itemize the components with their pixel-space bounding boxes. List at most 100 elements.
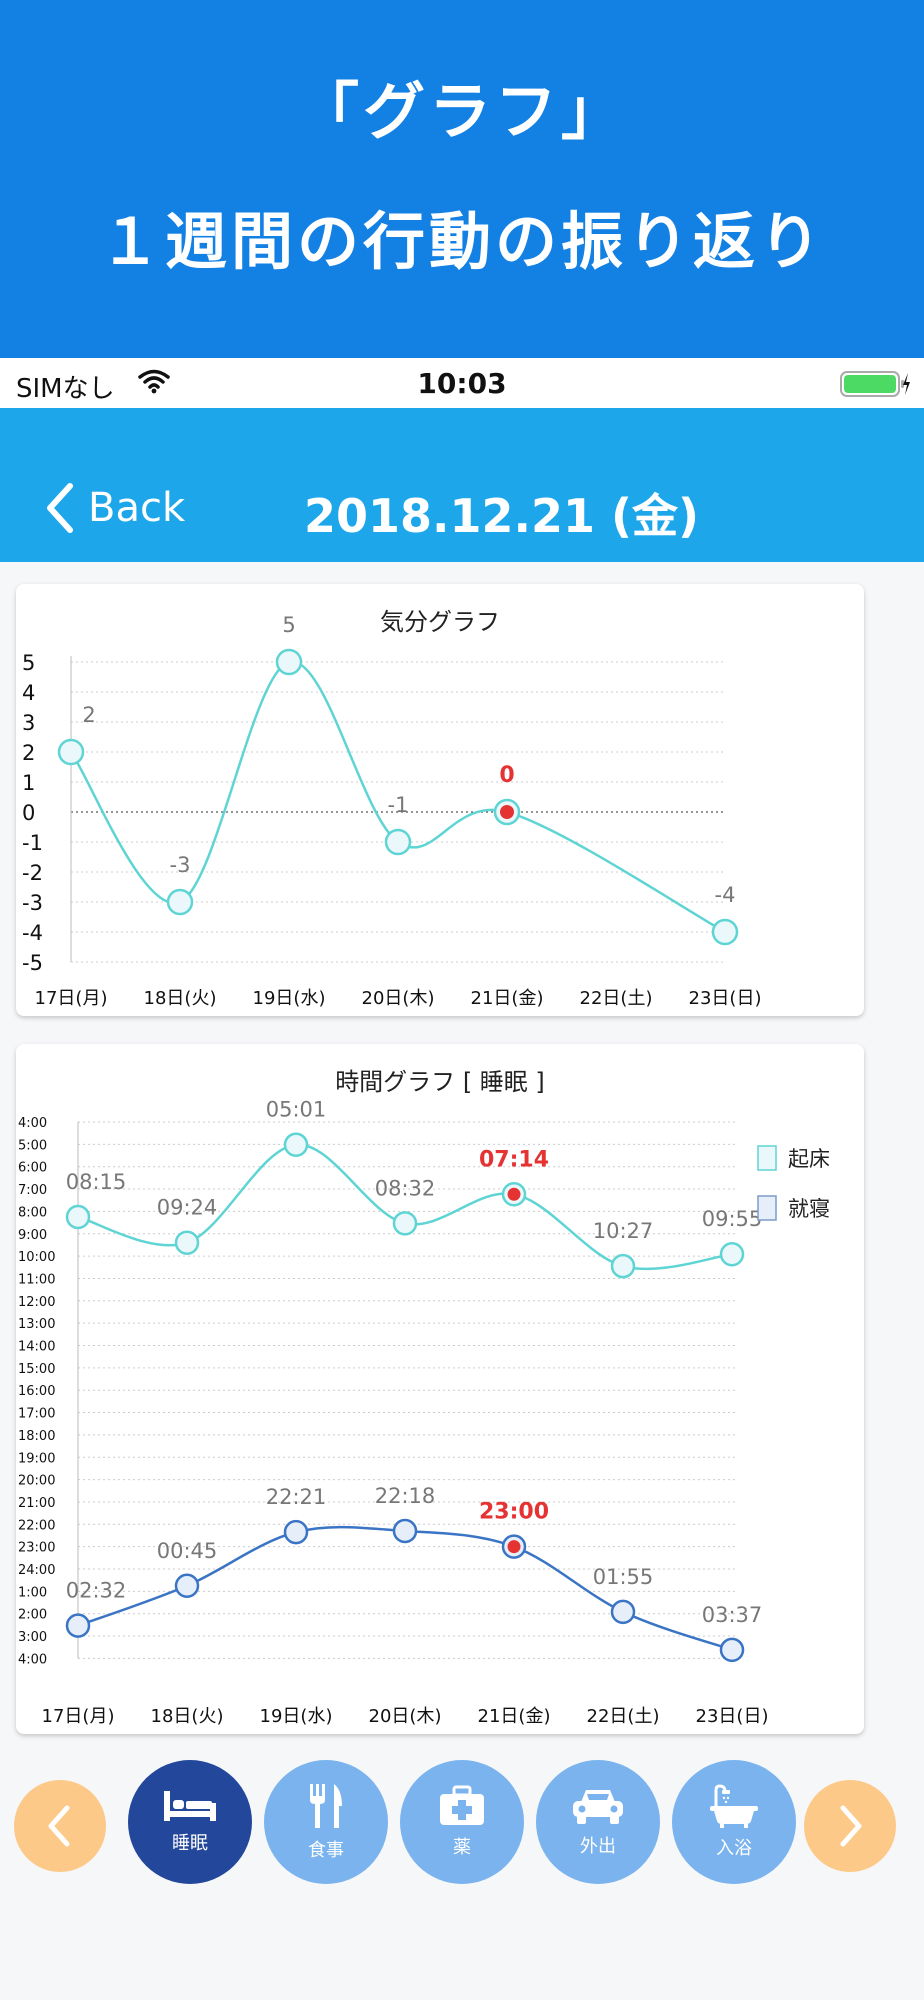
car-icon: [573, 1790, 623, 1824]
chevron-left-icon: [47, 483, 73, 533]
data-point: [283, 1519, 309, 1545]
y-tick-label: 8:00: [18, 1205, 47, 1220]
data-label: 09:24: [157, 1196, 218, 1220]
y-tick-label: 0: [22, 801, 35, 825]
data-label: -4: [715, 883, 736, 907]
y-tick-label: 7:00: [18, 1183, 47, 1198]
data-point-highlight: [507, 1540, 521, 1554]
x-tick-label: 17日(月): [42, 1706, 115, 1727]
sleep-chart: 時間グラフ [ 睡眠 ] 4:00 5:00 6:00 7:00 8:00 9:00 10:0…: [18, 1068, 830, 1727]
y-tick-label: 24:00: [18, 1563, 55, 1578]
data-point: [719, 1241, 745, 1267]
banner-subtitle: １週間の行動の振り返り: [98, 205, 825, 278]
x-tick-label: 22日(土): [580, 988, 653, 1009]
sleep-chart-card: 時間グラフ [ 睡眠 ] 4:00 5:00 6:00 7:00 8:00 9:00 10:0…: [16, 1044, 864, 1734]
back-label: Back: [88, 485, 186, 531]
y-tick-label: 22:00: [18, 1518, 55, 1533]
category-medicine-button[interactable]: 薬: [400, 1760, 524, 1884]
y-tick-label: 16:00: [18, 1384, 55, 1399]
data-point-highlight: [500, 805, 514, 819]
data-label: 23:00: [479, 1500, 549, 1525]
data-label: 01:55: [593, 1565, 654, 1589]
category-label: 外出: [580, 1836, 616, 1857]
data-label: 09:55: [702, 1207, 763, 1231]
y-tick-label: 9:00: [18, 1228, 47, 1243]
y-tick-label: 4: [22, 681, 35, 705]
data-label: 10:27: [593, 1219, 654, 1243]
data-label: 00:45: [157, 1539, 218, 1563]
data-point: [610, 1253, 636, 1279]
data-label: 08:32: [375, 1176, 436, 1200]
data-point: [57, 738, 85, 766]
y-tick-label: 17:00: [18, 1407, 55, 1422]
cutlery-icon: [310, 1784, 342, 1828]
back-button[interactable]: Back: [44, 482, 185, 534]
previous-button[interactable]: [14, 1780, 106, 1872]
category-toolbar: 睡眠 食事 薬 外出: [0, 1760, 924, 1890]
category-sleep-button[interactable]: 睡眠: [128, 1760, 252, 1884]
y-tick-label: -4: [22, 921, 43, 945]
data-label: 03:37: [702, 1603, 763, 1627]
first-aid-kit-icon: [440, 1785, 484, 1825]
chart-title: 時間グラフ [ 睡眠 ]: [335, 1068, 545, 1096]
data-point: [275, 648, 303, 676]
y-tick-label: 10:00: [18, 1250, 55, 1265]
y-tick-label: 21:00: [18, 1496, 55, 1511]
battery-icon: [840, 370, 910, 398]
data-label: 05:01: [266, 1098, 327, 1122]
data-point: [711, 918, 739, 946]
data-label: 2: [82, 703, 95, 727]
data-label: 07:14: [479, 1147, 549, 1172]
chart-title: 気分グラフ: [380, 608, 500, 636]
bathtub-icon: [710, 1784, 758, 1828]
x-tick-label: 20日(木): [369, 1706, 442, 1727]
navigation-bar: Back 2018.12.21 (金): [0, 408, 924, 562]
y-tick-label: 20:00: [18, 1474, 55, 1489]
data-point: [719, 1637, 745, 1663]
bed-icon: [164, 1791, 216, 1821]
y-tick-label: 5:00: [18, 1138, 47, 1153]
x-tick-label: 23日(日): [696, 1706, 769, 1727]
page-title: 2018.12.21 (金): [304, 489, 700, 543]
x-tick-label: 19日(水): [260, 1706, 333, 1727]
chevron-right-icon: [840, 1805, 862, 1847]
data-point: [65, 1613, 91, 1638]
x-tick-label: 18日(火): [144, 988, 217, 1009]
y-tick-label: -2: [22, 861, 43, 885]
category-meal-button[interactable]: 食事: [264, 1760, 388, 1884]
data-label: -1: [388, 793, 409, 817]
data-label: 02:32: [66, 1579, 127, 1603]
category-outing-button[interactable]: 外出: [536, 1760, 660, 1884]
x-tick-label: 22日(土): [587, 1706, 660, 1727]
y-tick-label: 12:00: [18, 1295, 55, 1310]
data-point: [174, 1573, 200, 1599]
x-tick-label: 19日(水): [253, 988, 326, 1009]
data-label: -3: [170, 853, 191, 877]
y-tick-label: 11:00: [18, 1272, 55, 1287]
wifi-icon: [138, 368, 170, 398]
category-bath-button[interactable]: 入浴: [672, 1760, 796, 1884]
data-label: 08:15: [66, 1170, 127, 1194]
y-tick-label: 14:00: [18, 1340, 55, 1355]
x-tick-label: 21日(金): [478, 1706, 551, 1727]
data-label: 0: [499, 763, 514, 788]
carrier-label: SIMなし: [16, 374, 115, 404]
data-label: 22:18: [375, 1484, 436, 1508]
y-tick-label: 15:00: [18, 1362, 55, 1377]
data-label: 22:21: [266, 1485, 327, 1509]
y-tick-label: 23:00: [18, 1541, 55, 1556]
next-button[interactable]: [804, 1780, 896, 1872]
status-bar: SIMなし 10:03: [0, 358, 924, 408]
mood-chart-card: 気分グラフ 5 4 3 2 1 0 -1 -2 -3 -4 -5 17日(月) 18日(火) 19日(水) 2…: [16, 584, 864, 1016]
legend-label: 起床: [788, 1147, 830, 1171]
category-label: 食事: [308, 1840, 344, 1861]
y-tick-label: 18:00: [18, 1429, 55, 1444]
y-tick-label: 2:00: [18, 1608, 47, 1623]
category-label: 入浴: [716, 1838, 752, 1859]
x-tick-label: 23日(日): [689, 988, 762, 1009]
y-tick-label: 3: [22, 711, 35, 735]
mood-chart: 気分グラフ 5 4 3 2 1 0 -1 -2 -3 -4 -5 17日(月) 18日(火) 19日(水) 2…: [22, 608, 762, 1009]
x-tick-label: 21日(金): [471, 988, 544, 1009]
x-tick-label: 18日(火): [151, 1706, 224, 1727]
data-point: [283, 1132, 309, 1157]
